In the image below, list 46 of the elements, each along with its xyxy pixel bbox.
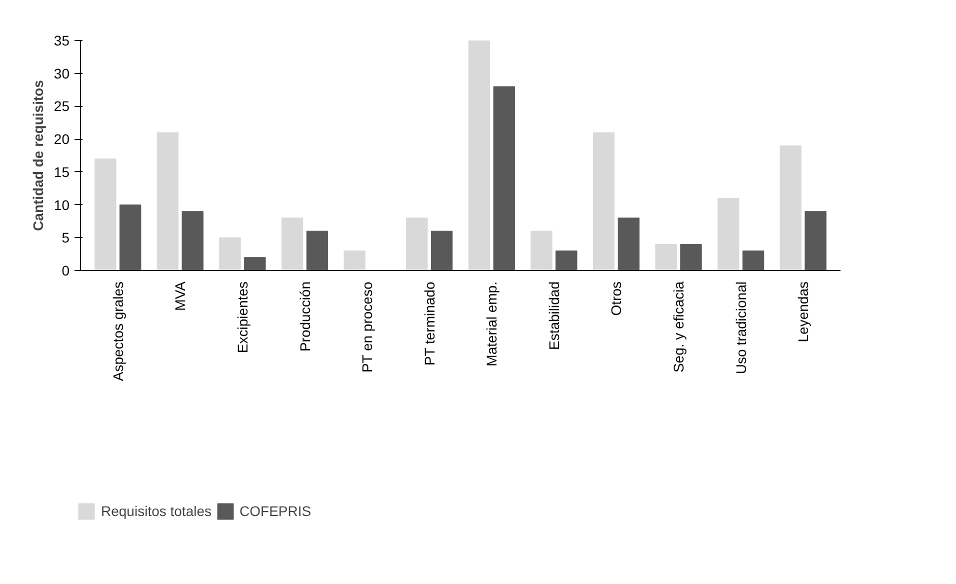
bar [618, 218, 640, 270]
x-tick-label: Producción [296, 281, 313, 352]
bar [244, 257, 266, 270]
bar [556, 250, 578, 270]
bar [119, 204, 142, 270]
bar [182, 211, 204, 270]
x-tick-label: Leyendas [795, 282, 812, 342]
x-tick-label: MVA [172, 280, 188, 311]
bar [530, 230, 552, 270]
x-tick-label: Seg. y eficacia [670, 281, 687, 373]
x-tick-label: PT terminado [421, 282, 438, 366]
bar [804, 211, 826, 270]
y-tick-label: 10 [54, 196, 70, 213]
bar [156, 132, 179, 270]
legend-label: Requisitos totales [101, 503, 212, 519]
y-tick-label: 35 [54, 32, 70, 48]
x-tick-label: Uso tradicional [732, 281, 749, 374]
bar [780, 145, 802, 270]
y-tick-label: 15 [54, 164, 70, 180]
x-tick-label: PT en proceso [359, 282, 376, 373]
bar [344, 250, 366, 270]
bar [592, 132, 615, 270]
bar [718, 198, 740, 270]
bar [219, 237, 241, 270]
y-tick-label: 30 [54, 65, 70, 82]
x-tick-label: Otros [608, 281, 624, 316]
y-axis-title: Cantidad de requisitos [30, 80, 46, 231]
bar [281, 218, 304, 270]
bar [493, 86, 515, 270]
x-tick-label: Excipientes [234, 282, 250, 354]
legend-label: COFEPRIS [240, 503, 312, 519]
bar [406, 218, 428, 270]
bar [742, 250, 764, 270]
y-tick-label: 5 [62, 230, 70, 246]
bar [306, 230, 328, 270]
y-tick-label: 25 [54, 98, 70, 114]
x-tick-label: Aspectos grales [110, 281, 126, 382]
bar [94, 158, 116, 270]
bar [468, 40, 490, 270]
bar [430, 230, 453, 270]
y-tick-label: 0 [62, 262, 70, 278]
x-tick-label: Estabilidad [546, 281, 562, 350]
bar [655, 244, 677, 270]
x-tick-label: Material emp. [484, 281, 500, 366]
bar [680, 244, 702, 270]
y-tick-label: 20 [54, 131, 70, 148]
